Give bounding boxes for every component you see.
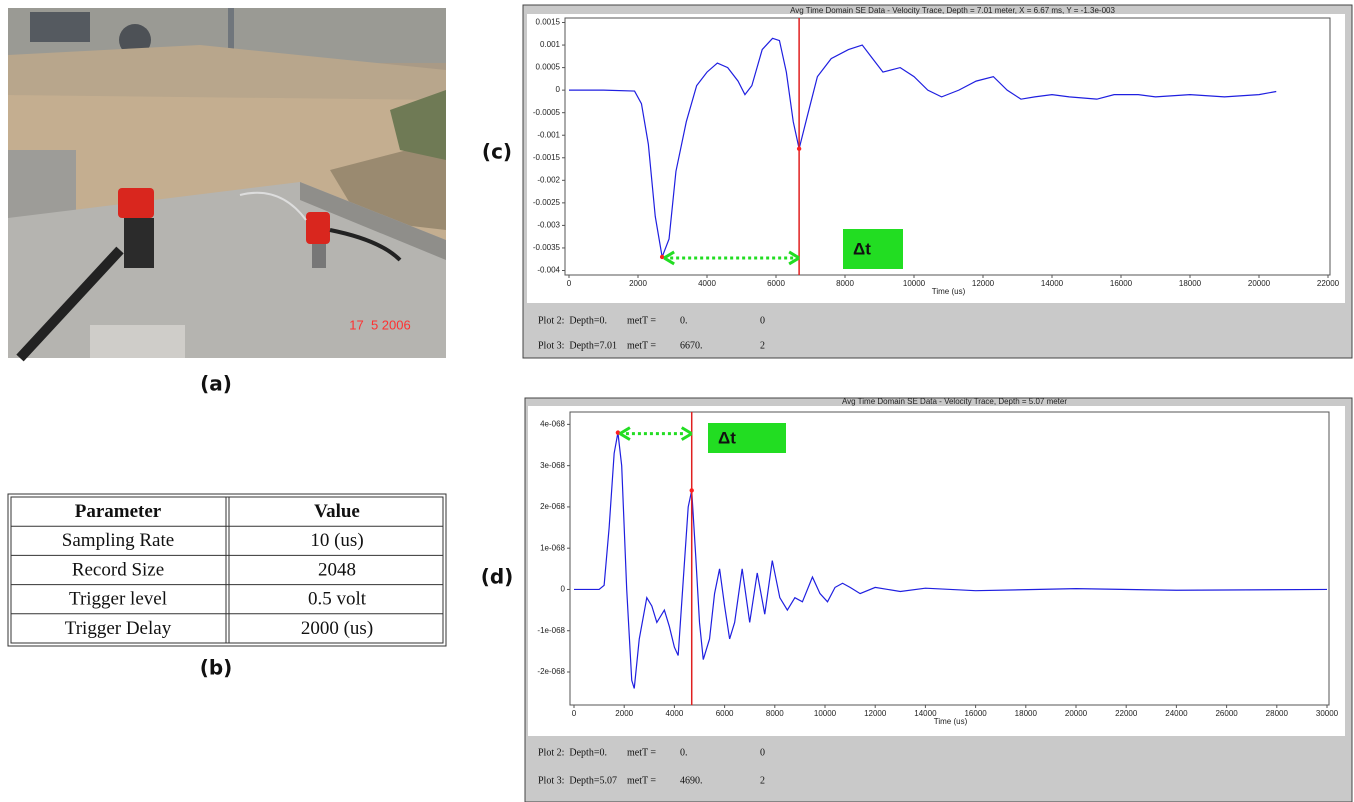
annotation-label: Δt xyxy=(853,239,871,258)
y-tick-label: 3e-068 xyxy=(540,461,565,470)
x-tick-label: 26000 xyxy=(1215,709,1238,718)
chart-title: Avg Time Domain SE Data - Velocity Trace… xyxy=(790,6,1115,15)
x-tick-label: 10000 xyxy=(903,279,926,288)
table-cell: Sampling Rate xyxy=(62,530,174,551)
y-tick-label: 4e-068 xyxy=(540,419,565,428)
x-tick-label: 6000 xyxy=(767,279,785,288)
x-axis-label: Time (us) xyxy=(934,717,968,726)
x-tick-label: 4000 xyxy=(698,279,716,288)
table-cell: 0.5 volt xyxy=(308,589,367,610)
y-tick-label: -2e-068 xyxy=(537,667,565,676)
table-cell: 10 (us) xyxy=(310,530,363,551)
y-tick-label: -0.004 xyxy=(537,266,560,275)
figure: 17 5 2006 (a) (b) (c) (d) Parameter Value… xyxy=(0,0,1354,802)
panel-label: (a) xyxy=(200,372,232,396)
readout-text: Plot 2: Depth=0. xyxy=(538,315,607,326)
readout-text: metT = xyxy=(627,340,656,351)
table-header: Value xyxy=(314,501,360,522)
x-tick-label: 0 xyxy=(572,709,577,718)
y-tick-label: 2e-068 xyxy=(540,502,565,511)
readout-text: Plot 3: Depth=5.07 xyxy=(538,775,617,786)
x-tick-label: 8000 xyxy=(766,709,784,718)
panel-label: (d) xyxy=(481,565,514,589)
y-tick-label: -0.003 xyxy=(537,221,560,230)
annotation-box xyxy=(843,229,903,269)
panel-label: (c) xyxy=(482,140,512,164)
y-tick-label: -0.0005 xyxy=(533,108,561,117)
readout-text: 0. xyxy=(680,315,688,326)
y-tick-label: -0.002 xyxy=(537,175,560,184)
x-tick-label: 2000 xyxy=(629,279,647,288)
y-tick-label: -0.0025 xyxy=(533,198,561,207)
readout-text: metT = xyxy=(627,747,656,758)
date-stamp: 17 5 2006 xyxy=(349,317,410,332)
x-tick-label: 18000 xyxy=(1179,279,1202,288)
readout-text: 6670. xyxy=(680,340,703,351)
y-tick-label: 0 xyxy=(561,585,566,594)
table-cell: Trigger Delay xyxy=(65,618,172,639)
x-tick-label: 22000 xyxy=(1115,709,1138,718)
x-tick-label: 6000 xyxy=(716,709,734,718)
x-tick-label: 8000 xyxy=(836,279,854,288)
readout-text: 4690. xyxy=(680,775,703,786)
readout-text: 0 xyxy=(760,747,765,758)
x-tick-label: 28000 xyxy=(1266,709,1289,718)
peak-marker xyxy=(690,488,694,492)
readout-text: 2 xyxy=(760,775,765,786)
readout-text: Plot 2: Depth=0. xyxy=(538,747,607,758)
y-tick-label: 0.0015 xyxy=(536,18,561,27)
x-tick-label: 2000 xyxy=(615,709,633,718)
table-cell: Record Size xyxy=(72,559,164,580)
x-tick-label: 16000 xyxy=(1110,279,1133,288)
y-tick-label: -1e-068 xyxy=(537,626,565,635)
y-tick-label: -0.001 xyxy=(537,130,560,139)
x-tick-label: 12000 xyxy=(864,709,887,718)
table-cell: Trigger level xyxy=(69,589,167,610)
x-tick-label: 14000 xyxy=(1041,279,1064,288)
chart-title: Avg Time Domain SE Data - Velocity Trace… xyxy=(842,397,1067,406)
y-tick-label: 0 xyxy=(556,85,561,94)
x-tick-label: 30000 xyxy=(1316,709,1339,718)
x-tick-label: 18000 xyxy=(1015,709,1038,718)
readout-text: metT = xyxy=(627,315,656,326)
x-tick-label: 0 xyxy=(567,279,572,288)
x-tick-label: 24000 xyxy=(1165,709,1188,718)
y-tick-label: 0.001 xyxy=(540,40,561,49)
x-tick-label: 10000 xyxy=(814,709,837,718)
y-tick-label: 0.0005 xyxy=(536,63,561,72)
x-tick-label: 20000 xyxy=(1065,709,1088,718)
x-tick-label: 20000 xyxy=(1248,279,1271,288)
readout-text: Plot 3: Depth=7.01 xyxy=(538,340,617,351)
y-tick-label: 1e-068 xyxy=(540,543,565,552)
photo: 17 5 2006 xyxy=(8,8,446,358)
x-axis-label: Time (us) xyxy=(932,287,966,296)
readout-text: 0 xyxy=(760,315,765,326)
readout-text: 2 xyxy=(760,340,765,351)
x-tick-label: 12000 xyxy=(972,279,995,288)
table-cell: 2000 (us) xyxy=(301,618,373,639)
table-cell: 2048 xyxy=(318,559,356,580)
x-tick-label: 4000 xyxy=(666,709,684,718)
y-tick-label: -0.0035 xyxy=(533,243,561,252)
readout-text: metT = xyxy=(627,775,656,786)
table-header: Parameter xyxy=(75,501,162,522)
annotation-label: Δt xyxy=(718,428,736,447)
peak-marker xyxy=(797,147,801,151)
readout-text: 0. xyxy=(680,747,688,758)
plot-background xyxy=(528,406,1345,736)
x-tick-label: 16000 xyxy=(964,709,987,718)
x-tick-label: 22000 xyxy=(1317,279,1340,288)
y-tick-label: -0.0015 xyxy=(533,153,561,162)
panel-label: (b) xyxy=(200,656,233,680)
